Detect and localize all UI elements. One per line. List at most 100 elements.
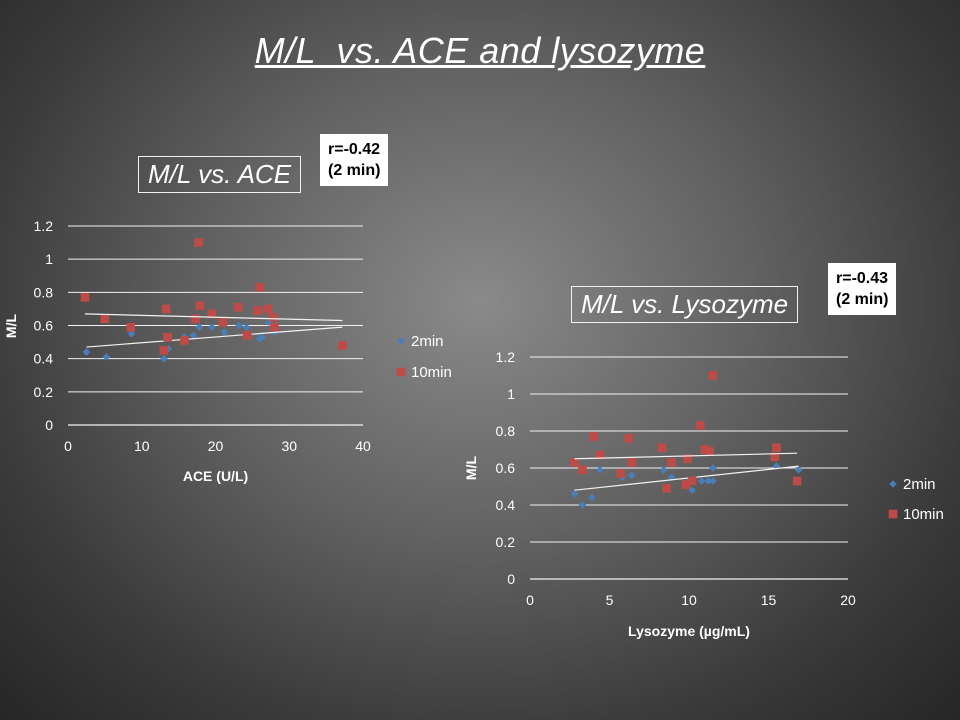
chart2-y-tick-label: 1.2 (496, 349, 516, 365)
chart2-legend-label-2min: 2min (903, 476, 936, 493)
chart2-point-10min (687, 476, 697, 486)
chart1-point-10min (242, 331, 252, 340)
chart1-point-10min (191, 314, 200, 324)
chart2-point-2min (578, 501, 587, 509)
chart1-point-2min (82, 348, 91, 356)
chart2-title-box: M/L vs. Lysozyme (571, 286, 799, 323)
chart2-point-10min (792, 476, 802, 486)
chart2-trendline-2min (574, 465, 799, 491)
chart1-legend-marker-10min (396, 367, 406, 377)
chart2-point-10min (595, 450, 605, 460)
chart1-point-10min (195, 301, 205, 310)
chart2-point-2min (697, 477, 706, 485)
chart1-point-10min (159, 346, 169, 355)
chart2-point-10min (683, 454, 692, 464)
chart2-r-value: r=-0.43 (836, 270, 889, 287)
chart2-point-2min (688, 486, 696, 494)
chart2-y-tick-label: 0.4 (496, 497, 516, 513)
chart2-point-2min (794, 466, 803, 474)
chart2-point-2min (588, 493, 596, 502)
chart2-legend-marker-2min (889, 480, 897, 488)
chart2-point-10min (657, 443, 667, 452)
chart2-point-10min (578, 465, 587, 475)
chart2-x-tick-label: 10 (681, 592, 697, 608)
chart1-point-2min (189, 331, 198, 340)
chart1-legend-marker-2min (397, 337, 405, 345)
chart2-point-2min (627, 471, 636, 480)
chart1-legend-label-2min: 2min (411, 333, 444, 350)
chart2-point-10min (772, 443, 781, 452)
chart1-point-10min (338, 341, 347, 350)
chart1-point-10min (218, 317, 228, 327)
chart1-r-note: (2 min) (328, 162, 381, 179)
chart2-point-10min (570, 458, 579, 467)
chart1-y-axis-label: M/L (3, 314, 19, 339)
chart1-point-2min (127, 329, 136, 338)
chart2-legend-marker-10min (888, 509, 898, 519)
chart1-x-tick-label: 10 (134, 438, 150, 454)
chart1-x-tick-label: 0 (64, 438, 72, 454)
chart2-point-2min (596, 466, 604, 474)
chart1-x-tick-label: 30 (281, 438, 297, 454)
chart1-x-tick-label: 20 (208, 438, 224, 454)
chart1-point-10min (253, 306, 262, 315)
chart2-x-tick-label: 5 (606, 592, 614, 608)
chart2-point-2min (667, 473, 676, 482)
chart1-point-10min (180, 336, 189, 345)
slide-title: M/L vs. ACE and lysozyme (254, 30, 706, 71)
chart2-y-tick-label: 0.6 (496, 460, 516, 476)
chart2-x-tick-label: 15 (761, 592, 777, 608)
chart1-point-10min (100, 314, 110, 324)
chart1-y-tick-label: 1 (45, 251, 53, 267)
chart1-y-tick-label: 1.2 (34, 218, 54, 234)
chart1-r-value: r=-0.42 (328, 141, 381, 158)
chart2-point-10min (616, 469, 625, 478)
chart2-point-10min (770, 452, 780, 462)
chart1-y-tick-label: 0.4 (34, 351, 54, 367)
chart1-point-10min (255, 283, 265, 292)
chart2-point-2min (570, 490, 579, 498)
chart2-point-10min (667, 458, 676, 467)
chart1-point-10min (163, 332, 172, 342)
chart2-trendline-10min (574, 452, 798, 460)
chart2-correlation-box: r=-0.43 (2 min) (828, 263, 897, 315)
chart1-point-2min (208, 323, 216, 331)
chart1-point-2min (195, 323, 204, 331)
chart1-x-axis-label: ACE (U/L) (183, 468, 248, 484)
chart1-point-2min (160, 354, 168, 363)
chart2-x-axis-label: Lysozyme (µg/mL) (628, 623, 750, 639)
chart1-correlation-box: r=-0.42 (2 min) (320, 134, 389, 186)
chart1-legend-label-10min: 10min (411, 364, 452, 381)
chart2-point-2min (704, 477, 712, 485)
chart1-y-tick-label: 0.2 (34, 384, 54, 400)
chart1-point-2min (102, 353, 111, 361)
chart2-point-10min (662, 484, 672, 493)
chart2-point-2min (709, 477, 717, 485)
chart2-y-tick-label: 1 (507, 386, 515, 402)
chart2-point-10min (700, 445, 710, 454)
chart2-point-2min (659, 466, 668, 474)
chart2-point-10min (705, 447, 714, 456)
chart1-point-2min (235, 321, 243, 330)
chart1-point-10min (207, 309, 217, 319)
chart1-y-tick-label: 0.6 (34, 318, 54, 334)
chart1-point-10min (126, 322, 135, 332)
chart1-y-tick-label: 0.8 (34, 284, 54, 300)
chart2-x-tick-label: 0 (526, 592, 534, 608)
chart2-point-2min (709, 464, 717, 472)
chart1-trendline-2min (86, 326, 343, 348)
chart2-point-10min (708, 371, 718, 380)
chart2-y-tick-label: 0.8 (496, 423, 516, 439)
chart2-y-tick-label: 0 (507, 571, 515, 587)
chart2-point-10min (627, 458, 637, 467)
chart1-point-10min (270, 322, 279, 332)
chart2-legend-label-10min: 10min (903, 506, 944, 523)
chart1-point-2min (258, 333, 266, 341)
chart2-x-tick-label: 20 (840, 592, 856, 608)
chart1-x-tick-label: 40 (355, 438, 371, 454)
chart2-point-10min (695, 421, 705, 430)
chart2-r-note: (2 min) (836, 291, 889, 308)
chart2-y-tick-label: 0.2 (496, 534, 516, 550)
chart1-point-10min (161, 304, 171, 314)
